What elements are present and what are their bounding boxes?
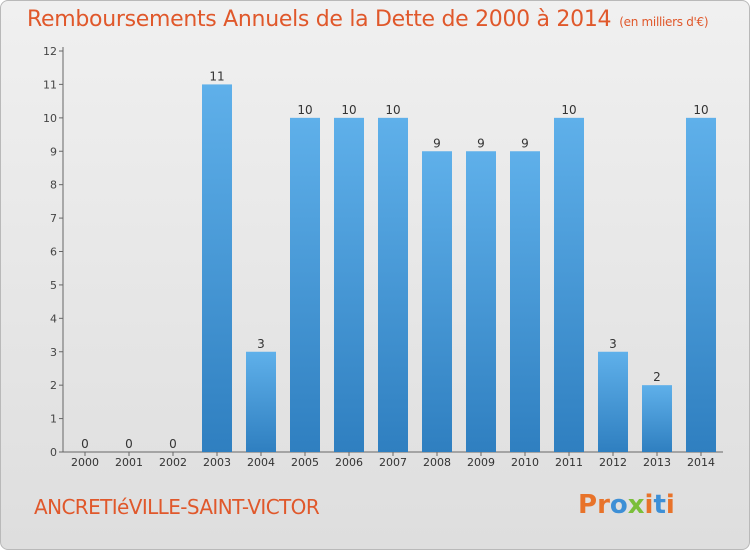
bar: [642, 385, 672, 452]
data-label: 0: [169, 437, 177, 451]
bar: [246, 351, 276, 452]
data-label: 3: [257, 337, 265, 351]
data-label: 3: [609, 337, 617, 351]
x-tick-label: 2002: [159, 456, 187, 469]
logo-letter: o: [609, 490, 628, 520]
chart-title-text: Remboursements Annuels de la Dette de 20…: [27, 7, 612, 32]
y-tick-label: 6: [50, 246, 57, 259]
x-tick-label: 2014: [687, 456, 715, 469]
x-tick-label: 2005: [291, 456, 319, 469]
data-label: 9: [521, 136, 529, 150]
logo-letter: t: [653, 490, 666, 520]
bar: [466, 151, 496, 452]
x-tick-label: 2006: [335, 456, 363, 469]
data-label: 10: [341, 103, 356, 117]
proxiti-logo[interactable]: Proxiti: [578, 490, 675, 520]
x-tick-label: 2009: [467, 456, 495, 469]
data-label: 10: [385, 103, 400, 117]
y-tick-label: 2: [50, 379, 57, 392]
x-tick-label: 2001: [115, 456, 143, 469]
x-tick-label: 2007: [379, 456, 407, 469]
y-tick-label: 8: [50, 179, 57, 192]
logo-letter: r: [597, 490, 610, 520]
y-tick-label: 5: [50, 279, 57, 292]
chart-bars: [202, 84, 716, 453]
x-tick-label: 2008: [423, 456, 451, 469]
commune-name: ANCRETIéVILLE-SAINT-VICTOR: [34, 495, 320, 519]
y-tick-label: 10: [43, 112, 57, 125]
data-label: 0: [125, 437, 133, 451]
x-tick-label: 2011: [555, 456, 583, 469]
chart-title: Remboursements Annuels de la Dette de 20…: [27, 7, 709, 32]
logo-letter: x: [627, 490, 645, 520]
y-tick-label: 7: [50, 212, 57, 225]
logo-letter: i: [665, 490, 675, 520]
data-label: 11: [209, 69, 224, 83]
logo-letter: i: [644, 490, 654, 520]
bar: [290, 117, 320, 452]
x-tick-label: 2010: [511, 456, 539, 469]
y-tick-label: 12: [43, 45, 57, 58]
y-tick-label: 1: [50, 413, 57, 426]
data-label: 0: [81, 437, 89, 451]
y-tick-label: 0: [50, 446, 57, 459]
data-label: 2: [653, 370, 661, 384]
bar: [554, 117, 584, 452]
data-label: 9: [433, 136, 441, 150]
bar: [510, 151, 540, 452]
y-tick-label: 4: [50, 312, 57, 325]
logo-letter: P: [578, 490, 598, 520]
chart-unit-label: (en milliers d'€): [619, 15, 709, 29]
y-tick-label: 3: [50, 346, 57, 359]
bar: [334, 117, 364, 452]
x-tick-label: 2013: [643, 456, 671, 469]
bar: [598, 351, 628, 452]
x-tick-label: 2012: [599, 456, 627, 469]
x-tick-label: 2000: [71, 456, 99, 469]
data-label: 10: [297, 103, 312, 117]
chart-data-labels: 0 0 0 11 3 10 10 10 9 9 9 10 3 2 10: [81, 69, 708, 451]
data-label: 10: [561, 103, 576, 117]
data-label: 10: [693, 103, 708, 117]
x-tick-label: 2004: [247, 456, 275, 469]
bar: [202, 84, 232, 453]
y-tick-label: 9: [50, 145, 57, 158]
y-tick-label: 11: [43, 78, 57, 91]
data-label: 9: [477, 136, 485, 150]
bar: [422, 151, 452, 452]
bar: [686, 117, 716, 452]
x-tick-label: 2003: [203, 456, 231, 469]
bar: [378, 117, 408, 452]
